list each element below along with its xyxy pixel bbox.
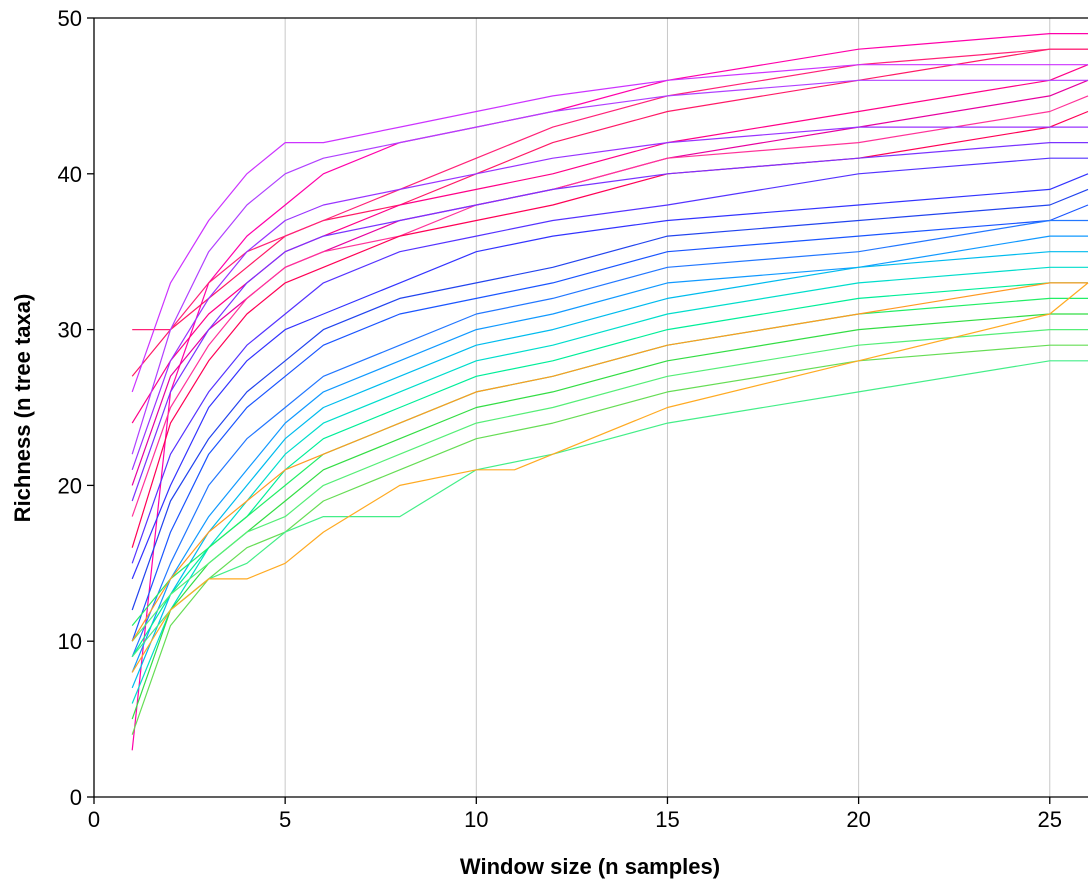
x-tick-label-0: 0 bbox=[88, 807, 100, 832]
series-line-14 bbox=[131, 188, 1089, 611]
series-line-22 bbox=[131, 313, 1088, 720]
series-layer bbox=[131, 32, 1089, 751]
series-line-26 bbox=[131, 282, 1089, 673]
y-tick-label-10: 10 bbox=[58, 629, 82, 654]
series-line-18 bbox=[131, 251, 1088, 689]
series-line-13 bbox=[131, 173, 1089, 580]
series-line-15 bbox=[131, 204, 1089, 642]
y-tick-label-30: 30 bbox=[58, 318, 82, 343]
series-line-10 bbox=[131, 126, 1088, 470]
series-line-11 bbox=[131, 142, 1088, 502]
y-tick-label-50: 50 bbox=[58, 6, 82, 31]
series-line-21 bbox=[131, 297, 1088, 626]
series-line-20 bbox=[131, 282, 1088, 658]
x-tick-label-10: 10 bbox=[464, 807, 488, 832]
series-line-17 bbox=[131, 235, 1088, 673]
series-line-8 bbox=[131, 95, 1089, 517]
y-tick-label-20: 20 bbox=[58, 473, 82, 498]
x-tick-label-20: 20 bbox=[846, 807, 870, 832]
x-tick-label-15: 15 bbox=[655, 807, 679, 832]
ticks-layer: 0 5 10 15 20 25 0 10 20 30 40 50 bbox=[58, 6, 1062, 832]
series-line-16 bbox=[131, 219, 1088, 658]
series-line-6 bbox=[131, 64, 1088, 393]
series-line-7 bbox=[131, 79, 1088, 455]
series-line-23 bbox=[131, 329, 1088, 642]
x-tick-label-5: 5 bbox=[279, 807, 291, 832]
y-axis-title: Richness (n tree taxa) bbox=[10, 294, 35, 523]
x-axis-title: Window size (n samples) bbox=[460, 854, 720, 879]
axes-layer bbox=[93, 17, 1088, 798]
series-line-27 bbox=[131, 282, 1088, 642]
series-line-4 bbox=[131, 64, 1089, 424]
y-tick-label-40: 40 bbox=[58, 162, 82, 187]
x-tick-label-25: 25 bbox=[1038, 807, 1062, 832]
series-line-12 bbox=[131, 157, 1088, 564]
series-line-19 bbox=[131, 266, 1088, 704]
y-tick-label-0: 0 bbox=[70, 785, 82, 810]
